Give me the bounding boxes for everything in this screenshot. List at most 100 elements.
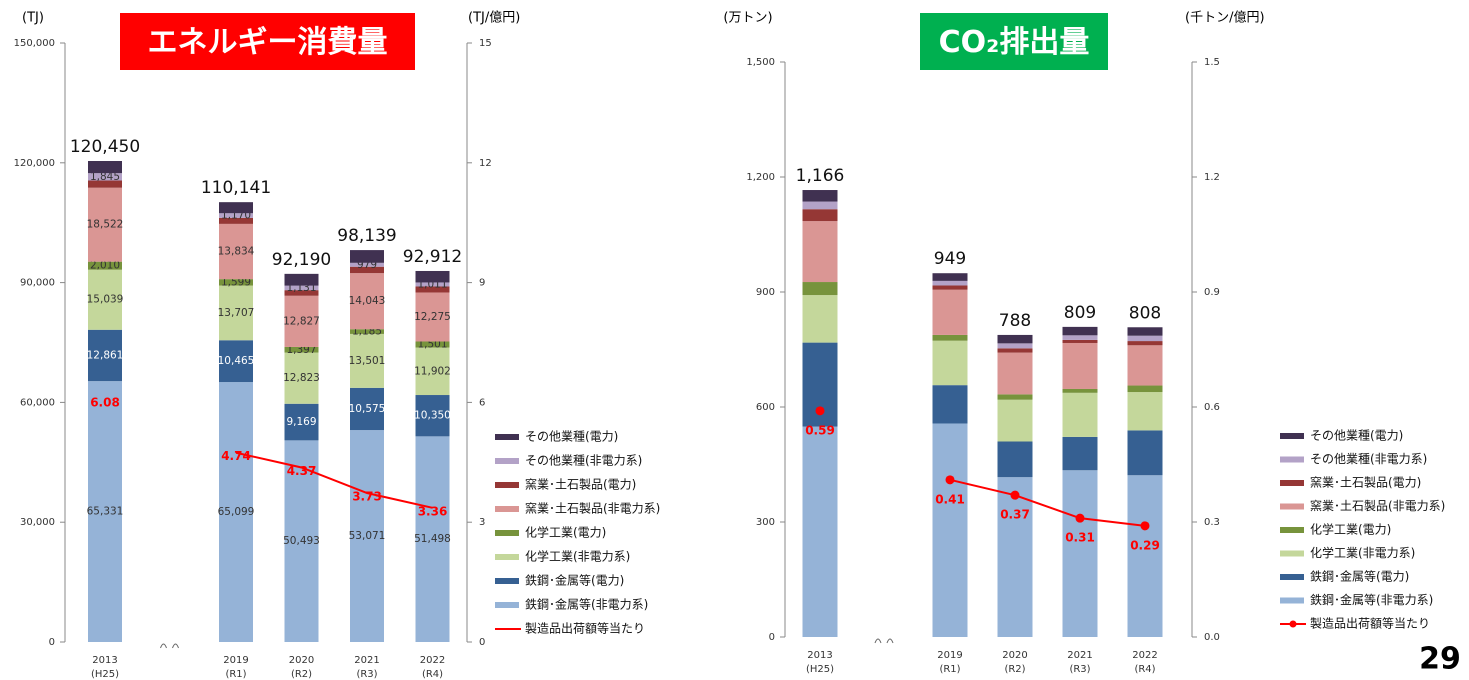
bar-segment [284, 273, 319, 286]
axis-break [160, 643, 179, 649]
y2-axis-label: (千トン/億円) [1185, 10, 1265, 26]
y-tick-label: 0 [769, 632, 775, 643]
x-tick-sublabel: (R3) [356, 669, 377, 680]
y2-tick-label: 9 [479, 278, 485, 289]
bar-segment [932, 285, 968, 290]
x-tick-sublabel: (R4) [422, 669, 443, 680]
total-label: 949 [934, 249, 966, 269]
bar-segment [350, 387, 384, 431]
bar-segment [88, 187, 122, 262]
bar-segment [284, 403, 319, 441]
y2-tick-label: 15 [479, 38, 492, 49]
y-tick-label: 0 [49, 637, 55, 648]
y-tick-label: 1,200 [746, 172, 775, 183]
bar-segment [88, 173, 122, 181]
bar-value-label: 13,501 [349, 355, 386, 367]
x-tick-label: 2020 [289, 655, 314, 666]
legend-label: その他業種(非電力系) [525, 454, 642, 468]
bar-segment [1062, 342, 1098, 389]
legend-label: 化学工業(電力) [1310, 522, 1391, 537]
legend-swatch [1280, 433, 1304, 439]
bar-segment [88, 269, 122, 330]
legend-swatch [1280, 597, 1304, 604]
bar-segment [284, 440, 319, 642]
bar-segment [284, 290, 319, 296]
x-tick-label: 2019 [223, 655, 248, 666]
line-value-label: 0.59 [805, 423, 835, 437]
bar-segment [802, 201, 838, 210]
bar-segment [350, 250, 384, 263]
bar-value-label: 14,043 [349, 295, 386, 307]
title-box [920, 13, 1108, 70]
legend-label: 製造品出荷額等当たり [1310, 617, 1430, 631]
bar-segment [1062, 326, 1098, 336]
bar-segment [932, 385, 968, 424]
x-tick-label: 2021 [1067, 650, 1092, 661]
legend-label: 窯業･土石製品(非電力系) [525, 501, 660, 516]
bar-segment [88, 329, 122, 382]
bar-value-label: 51,498 [414, 533, 451, 545]
y-tick-label: 120,000 [14, 158, 55, 169]
y2-tick-label: 0.3 [1204, 517, 1220, 528]
bar-segment [997, 394, 1033, 400]
y2-tick-label: 0 [479, 637, 485, 648]
bar-segment [802, 282, 838, 296]
line-marker [1140, 521, 1150, 531]
y-tick-label: 600 [756, 402, 775, 413]
bar-segment [219, 340, 253, 383]
bar-value-label: 15,039 [87, 294, 124, 306]
chart-title: CO₂排出量 [939, 25, 1090, 60]
bar-value-label: 65,331 [87, 506, 124, 518]
bar-segment [415, 341, 450, 348]
x-tick-sublabel: (R3) [1069, 664, 1090, 675]
legend-label: 鉄鋼･金属等(非電力系) [1310, 592, 1433, 607]
page-number: 29 [1419, 642, 1461, 677]
legend-label: 鉄鋼･金属等(非電力系) [525, 597, 648, 612]
line-marker [1075, 513, 1085, 523]
bar-segment [932, 334, 968, 341]
bar-segment [88, 261, 122, 270]
bar-value-label: 13,834 [218, 246, 255, 258]
total-label: 788 [999, 311, 1031, 331]
x-tick-label: 2022 [1132, 650, 1157, 661]
y2-tick-label: 6 [479, 397, 485, 408]
total-label: 98,139 [337, 226, 396, 246]
y-tick-label: 1,500 [746, 57, 775, 68]
bar-segment [1127, 327, 1163, 336]
bar-segment [350, 430, 384, 642]
y2-axis-label: (TJ/億円) [468, 10, 520, 26]
x-tick-sublabel: (H25) [806, 664, 834, 675]
bar-segment [1127, 335, 1163, 342]
bar-value-label: 18,522 [87, 219, 124, 231]
bar-segment [284, 346, 319, 353]
bar-segment [997, 343, 1033, 349]
bar-segment [932, 289, 968, 335]
legend-swatch [495, 578, 519, 584]
bar-value-label: 1,599 [221, 276, 251, 288]
line-value-label: 0.31 [1065, 531, 1095, 545]
bar-segment [802, 426, 838, 637]
bar-value-label: 53,071 [349, 530, 386, 542]
x-tick-label: 2021 [354, 655, 379, 666]
bar-segment [415, 436, 450, 642]
bar-segment [350, 266, 384, 274]
bar-segment [1127, 345, 1163, 386]
bar-segment [350, 329, 384, 334]
bar-value-label: 10,350 [414, 410, 451, 422]
y2-tick-label: 0.0 [1204, 632, 1220, 643]
line-value-label: 6.08 [90, 396, 120, 410]
total-label: 120,450 [70, 137, 140, 157]
bar-segment [997, 399, 1033, 442]
bar-segment [219, 285, 253, 341]
bar-value-label: 65,099 [218, 506, 255, 518]
axis-break [874, 638, 894, 644]
bar-segment [284, 352, 319, 404]
bar-segment [219, 213, 253, 218]
legend-label: 窯業･土石製品(電力) [525, 477, 636, 492]
y-tick-label: 30,000 [20, 517, 55, 528]
bar-segment [415, 395, 450, 437]
legend-swatch [1280, 574, 1304, 580]
bar-segment [1062, 335, 1098, 340]
bar-segment [1127, 392, 1163, 431]
